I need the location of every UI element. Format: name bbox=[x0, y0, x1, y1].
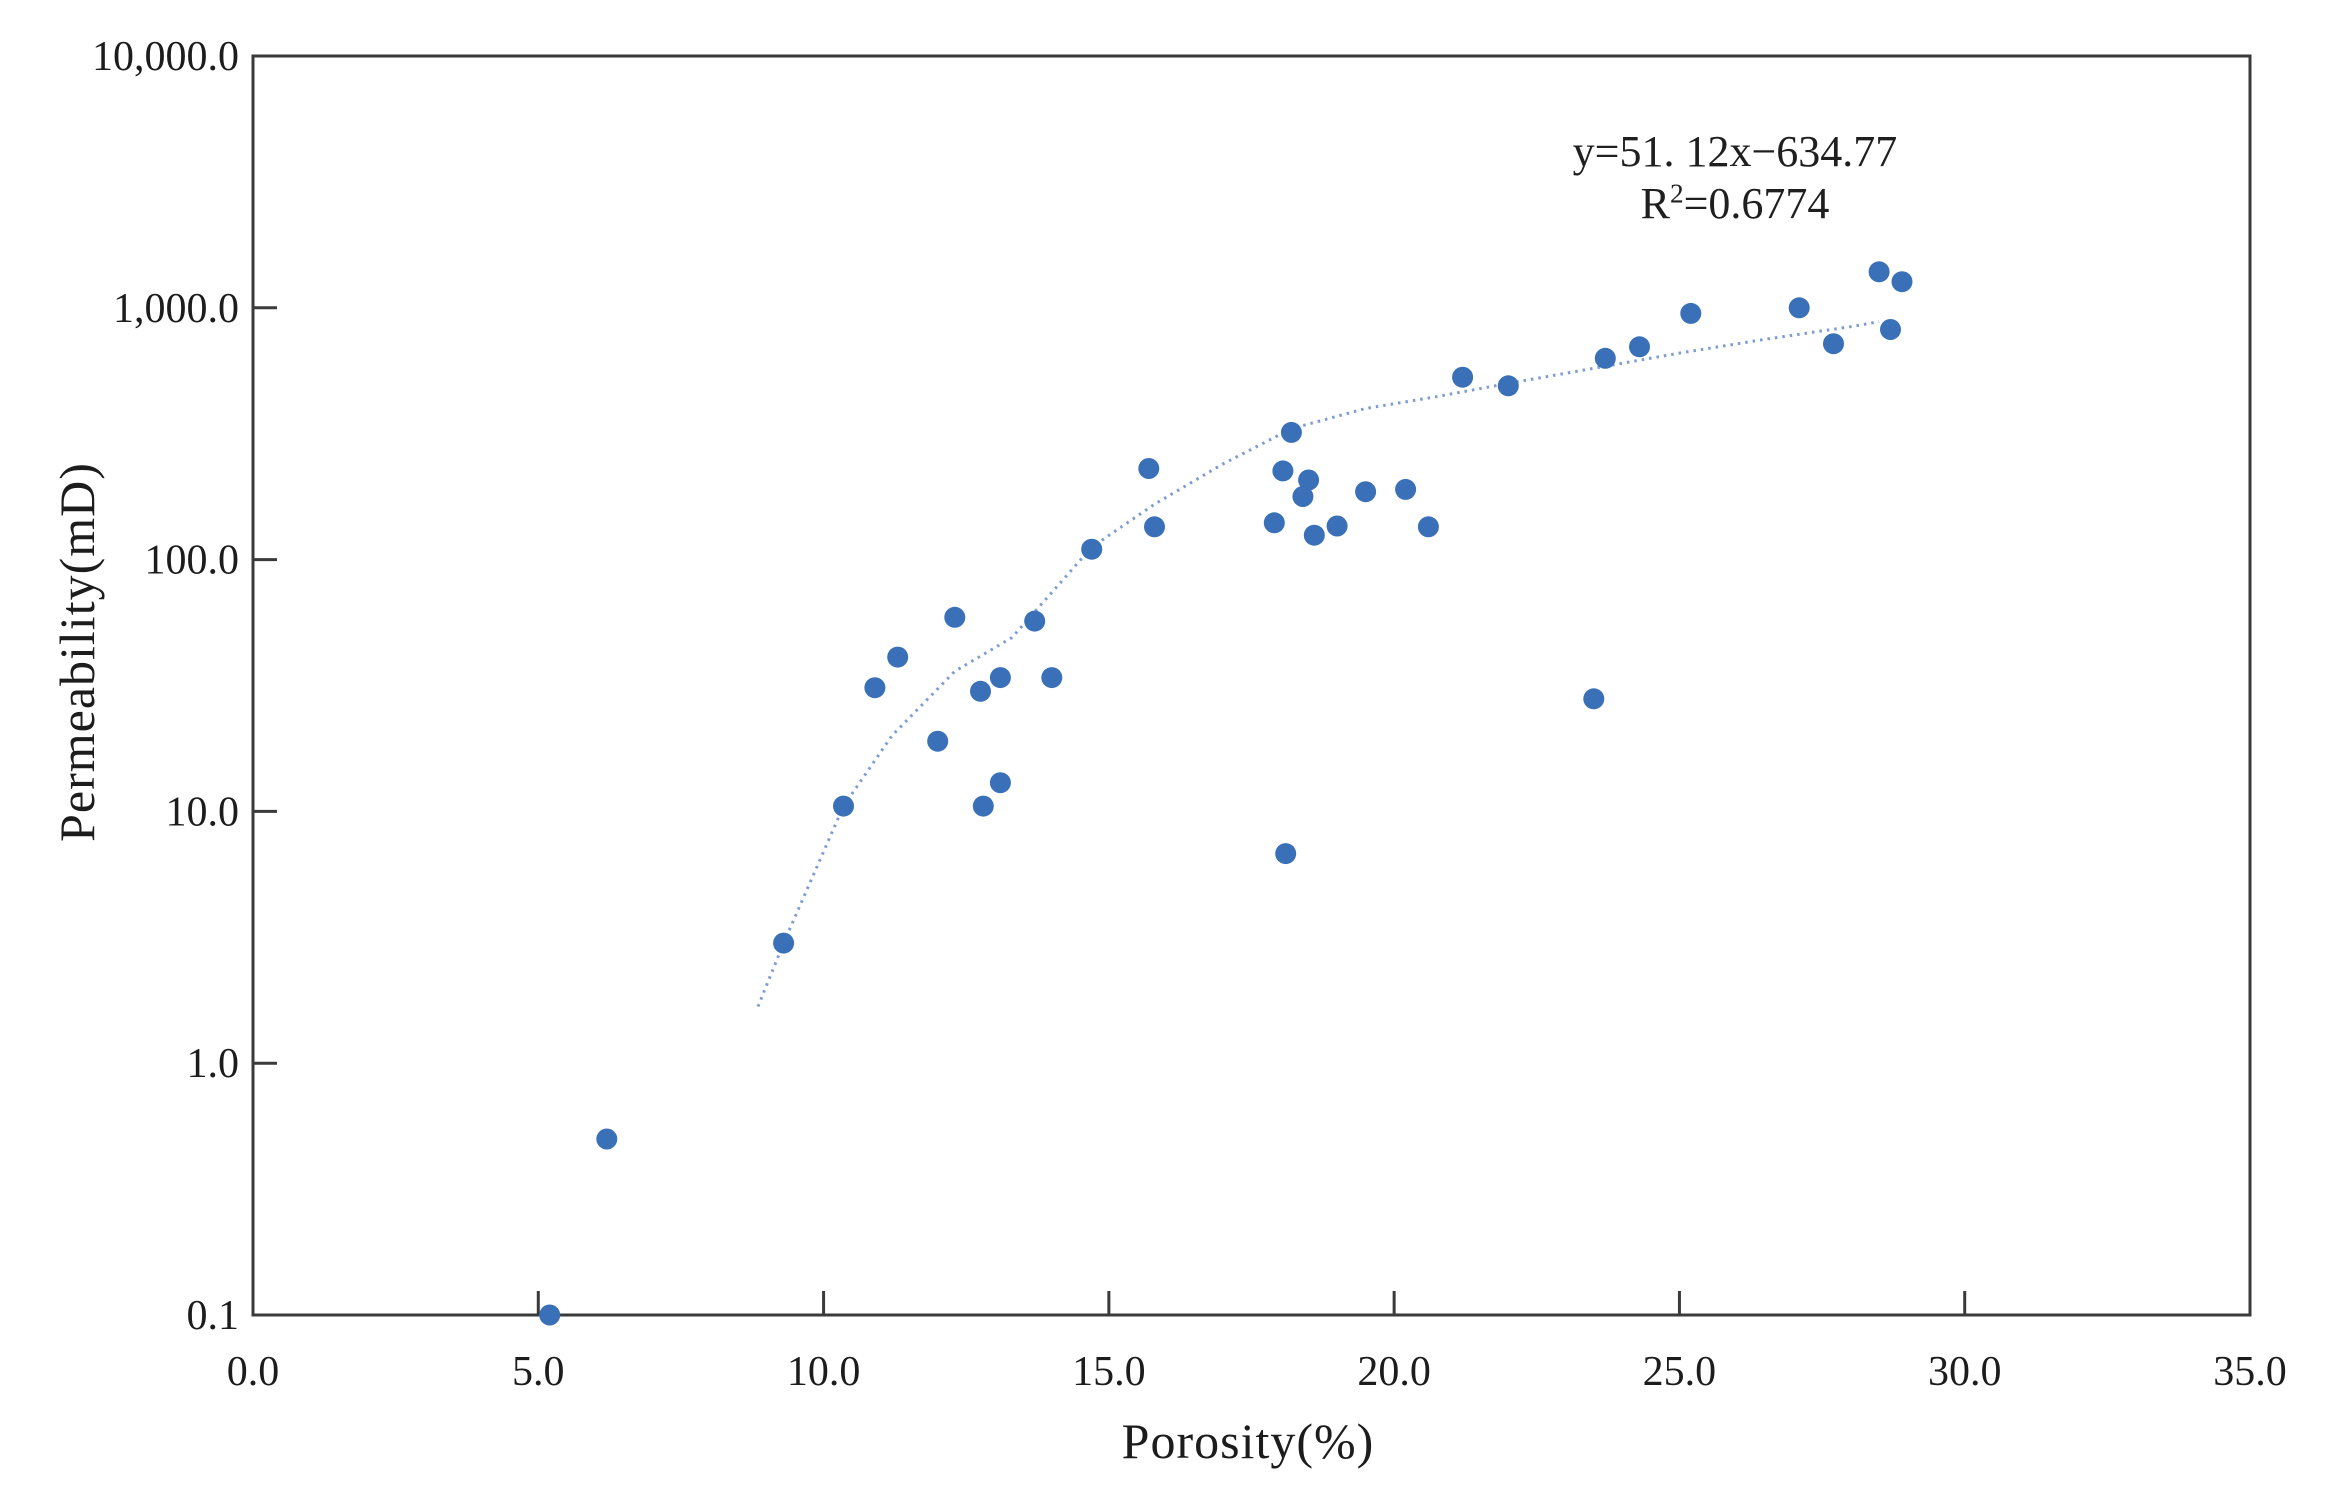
data-point bbox=[989, 772, 1011, 794]
data-point bbox=[970, 680, 991, 702]
trendline-r-squared: R2=0.6774 bbox=[1640, 178, 1830, 228]
data-point bbox=[1292, 486, 1314, 507]
data-point bbox=[833, 795, 854, 817]
y-tick-label: 10.0 bbox=[166, 789, 240, 835]
data-point bbox=[972, 795, 994, 817]
data-point bbox=[1355, 481, 1377, 503]
trendline-equation: y=51. 12x−634.77 bbox=[1572, 127, 1898, 176]
x-tick-label: 30.0 bbox=[1928, 1349, 2002, 1395]
x-tick-label: 0.0 bbox=[227, 1349, 280, 1395]
data-point bbox=[1303, 524, 1325, 546]
y-tick-label: 0.1 bbox=[187, 1293, 240, 1339]
data-point bbox=[1452, 366, 1474, 388]
data-point bbox=[927, 730, 949, 752]
data-point bbox=[989, 667, 1011, 689]
data-point bbox=[1629, 336, 1650, 358]
data-point bbox=[1583, 688, 1605, 710]
y-tick-label: 1.0 bbox=[187, 1041, 240, 1087]
data-point bbox=[1024, 610, 1046, 632]
data-point bbox=[1395, 478, 1417, 500]
data-point bbox=[1280, 421, 1302, 443]
data-point bbox=[773, 932, 795, 954]
data-point bbox=[1594, 347, 1616, 369]
data-point bbox=[864, 677, 886, 699]
data-point bbox=[1497, 375, 1519, 397]
x-tick-label: 35.0 bbox=[2213, 1349, 2287, 1395]
x-tick-label: 10.0 bbox=[787, 1349, 861, 1395]
data-point bbox=[1298, 469, 1320, 491]
x-tick-label: 15.0 bbox=[1072, 1349, 1146, 1395]
data-point bbox=[1891, 271, 1913, 293]
y-tick-label: 10,000.0 bbox=[92, 34, 239, 80]
data-point bbox=[1823, 333, 1844, 355]
y-axis-title-wrap: Permeability(mD) bbox=[48, 252, 108, 1052]
data-point bbox=[944, 606, 966, 628]
y-tick-label: 1,000.0 bbox=[113, 286, 239, 332]
data-point bbox=[1263, 512, 1285, 534]
x-tick-label: 20.0 bbox=[1357, 1349, 1431, 1395]
data-point bbox=[1138, 458, 1160, 479]
y-axis-title: Permeability(mD) bbox=[49, 462, 105, 842]
data-point bbox=[1868, 261, 1890, 283]
data-point bbox=[1041, 667, 1063, 689]
data-point bbox=[1275, 843, 1297, 865]
x-tick-label: 5.0 bbox=[512, 1349, 565, 1395]
data-point bbox=[1880, 319, 1901, 340]
data-point bbox=[1417, 516, 1439, 538]
data-point bbox=[1272, 460, 1294, 482]
data-point bbox=[1326, 515, 1348, 537]
plot-frame bbox=[251, 54, 2252, 1317]
data-point bbox=[887, 646, 909, 668]
r-squared-superscript: 2 bbox=[1669, 178, 1684, 209]
data-point bbox=[1144, 516, 1165, 538]
x-axis-title: Porosity(%) bbox=[1121, 1413, 1375, 1469]
data-point bbox=[1680, 302, 1702, 324]
y-tick-label: 100.0 bbox=[145, 538, 240, 584]
data-point bbox=[539, 1304, 561, 1326]
x-tick-label: 25.0 bbox=[1643, 1349, 1717, 1395]
data-point bbox=[1788, 297, 1810, 319]
trend-line bbox=[756, 320, 1880, 1008]
data-point bbox=[596, 1128, 618, 1150]
data-point bbox=[1081, 538, 1103, 560]
trendline-annotation: y=51. 12x−634.77 R2=0.6774 bbox=[1470, 126, 2000, 230]
